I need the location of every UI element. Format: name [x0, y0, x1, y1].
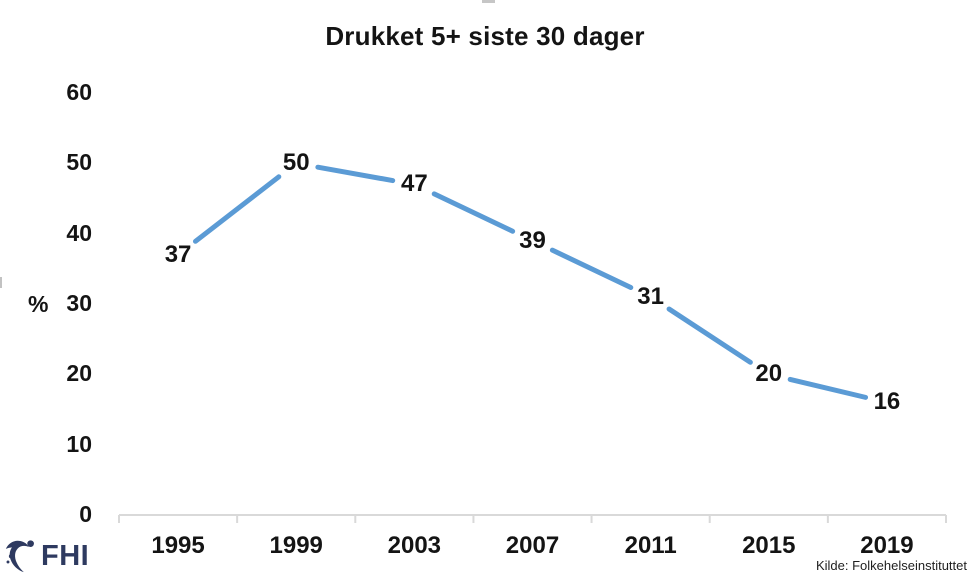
data-label: 31 [637, 282, 664, 310]
data-label: 20 [755, 360, 783, 388]
data-label: 50 [282, 149, 310, 177]
y-tick-label: 0 [79, 501, 92, 527]
artifact-speck-left [0, 277, 2, 288]
data-label: 37 [164, 240, 192, 268]
x-tick-label: 2007 [505, 532, 560, 559]
line-segment [666, 306, 753, 365]
data-label: 39 [519, 226, 546, 254]
y-axis-unit-label: % [28, 291, 49, 317]
line-segment [431, 191, 516, 234]
y-tick-label: 30 [66, 290, 92, 316]
x-tick-label: 1995 [151, 532, 205, 559]
x-tick-label: 1999 [269, 532, 323, 559]
chart-title: Drukket 5+ siste 30 dager [325, 21, 645, 51]
y-tick-label: 10 [66, 430, 92, 457]
y-tick-label: 40 [66, 219, 92, 246]
artifact-speck-top [482, 0, 495, 3]
x-tick-label: 2011 [624, 532, 677, 559]
fhi-logo: FHI [3, 537, 89, 576]
data-label: 47 [400, 170, 428, 198]
y-tick-label: 50 [66, 149, 92, 176]
fhi-logo-text: FHI [41, 540, 90, 572]
line-segment [787, 376, 869, 400]
x-tick-label: 2003 [387, 532, 442, 559]
x-tick-label: 2019 [860, 532, 914, 559]
fhi-swoosh-icon [5, 540, 34, 573]
y-tick-label: 20 [66, 360, 92, 387]
line-segment [315, 164, 396, 184]
line-segment [549, 247, 634, 291]
line-segment [192, 174, 282, 244]
source-credit: Kilde: Folkehelseinstituttet [815, 558, 967, 573]
data-label: 16 [873, 388, 901, 416]
x-tick-label: 2015 [742, 532, 796, 559]
y-tick-label: 60 [66, 79, 92, 105]
